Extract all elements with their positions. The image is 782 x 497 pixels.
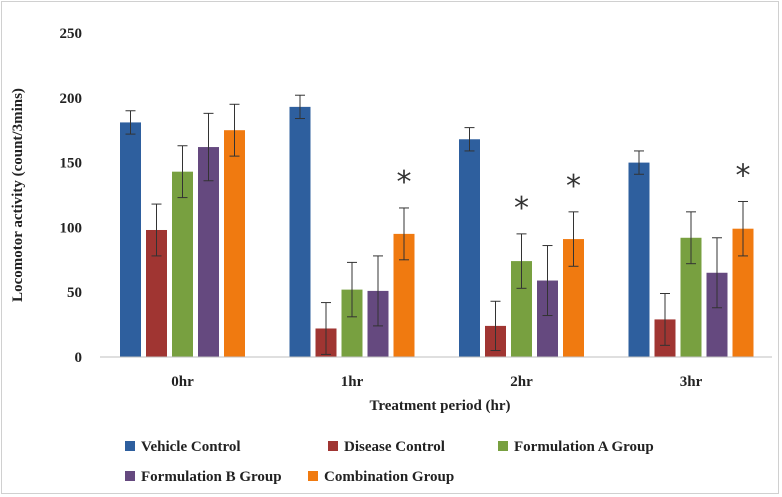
bar-vehicle-control-2hr	[459, 139, 480, 357]
error-bars-layer	[125, 94, 748, 355]
y-tick-100: 100	[60, 220, 83, 236]
legend-swatch	[125, 471, 135, 481]
bar-formulation-a-group-2hr	[511, 261, 532, 357]
significance-star: *	[514, 191, 529, 226]
legend-swatch	[498, 441, 508, 451]
y-tick-50: 50	[67, 285, 82, 301]
legend-label: Formulation A Group	[514, 439, 654, 455]
bar-combination-group-2hr	[563, 239, 584, 357]
bar-formulation-a-group-1hr	[341, 289, 363, 357]
bar-vehicle-control-1hr	[289, 106, 311, 357]
legend-swatch	[308, 471, 318, 481]
bar-formulation-b-group-0hr	[198, 147, 219, 357]
legend-label: Formulation B Group	[141, 469, 282, 485]
bar-disease-control-0hr	[146, 229, 167, 357]
bars-layer	[120, 106, 754, 357]
bar-vehicle-control-0hr	[120, 122, 141, 357]
bar-formulation-b-group-3hr	[706, 272, 728, 357]
bar-vehicle-control-3hr	[628, 162, 650, 357]
bar-combination-group-3hr	[732, 228, 754, 357]
legend-label: Combination Group	[324, 469, 454, 485]
y-axis-title: Locomotor activity (count/3mins)	[10, 88, 26, 302]
x-tick-labels: 0hr 1hr 2hr 3hr	[171, 374, 702, 390]
y-tick-200: 200	[60, 91, 83, 107]
bar-formulation-b-group-2hr	[537, 280, 558, 357]
bar-formulation-a-group-3hr	[680, 237, 702, 357]
legend-item-formulation-b-group: Formulation B Group	[125, 469, 282, 485]
x-axis-title: Treatment period (hr)	[369, 398, 510, 414]
y-tick-labels: 0 50 100 150 200 250	[60, 26, 83, 366]
bar-combination-group-0hr	[224, 130, 245, 357]
legend-item-disease-control: Disease Control	[328, 439, 445, 455]
legend-label: Disease Control	[344, 439, 445, 455]
bar-formulation-a-group-0hr	[172, 171, 193, 357]
legend-label: Vehicle Control	[141, 439, 241, 455]
legend: Vehicle Control Disease Control Formulatio…	[125, 439, 654, 485]
bar-combination-group-1hr	[393, 233, 415, 357]
significance-star: *	[736, 158, 751, 193]
x-tick-0hr: 0hr	[171, 374, 194, 390]
legend-swatch	[328, 441, 338, 451]
y-tick-250: 250	[60, 26, 83, 42]
legend-item-vehicle-control: Vehicle Control	[125, 439, 241, 455]
legend-swatch	[125, 441, 135, 451]
x-tick-1hr: 1hr	[341, 374, 364, 390]
significance-star: *	[566, 169, 581, 204]
legend-item-combination-group: Combination Group	[308, 469, 454, 485]
x-tick-2hr: 2hr	[510, 374, 533, 390]
x-tick-3hr: 3hr	[680, 374, 703, 390]
significance-star: *	[397, 165, 412, 200]
y-tick-150: 150	[60, 156, 83, 172]
y-tick-0: 0	[75, 350, 83, 366]
significance-layer: * * * *	[397, 158, 751, 225]
legend-item-formulation-a-group: Formulation A Group	[498, 439, 654, 455]
